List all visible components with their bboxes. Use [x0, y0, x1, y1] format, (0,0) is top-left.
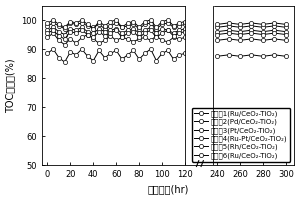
- Legend: 实施例1(Ru/CeO₂-TiO₂), 实施例2(Pd/CeO₂-TiO₂), 实施例3(Pt/CeO₂-TiO₂), 实施例4(Ru-Pt/CeO₂-TiO₂: 实施例1(Ru/CeO₂-TiO₂), 实施例2(Pd/CeO₂-TiO₂), …: [192, 108, 290, 162]
- Y-axis label: TOC去除率(%): TOC去除率(%): [6, 58, 16, 113]
- Bar: [186, 3, 212, 168]
- X-axis label: 运行时间(hr): 运行时间(hr): [147, 184, 188, 194]
